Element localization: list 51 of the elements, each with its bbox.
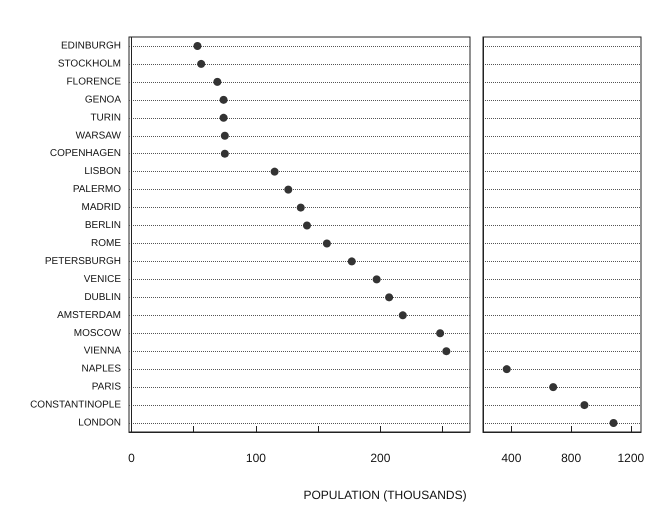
y-tick-label: ROME: [91, 238, 122, 249]
point: [436, 329, 444, 338]
x-tick-label: 200: [370, 451, 391, 465]
y-tick-label: LISBON: [84, 166, 121, 178]
y-tick-label: FLORENCE: [66, 76, 122, 88]
y-tick-label: MADRID: [82, 202, 121, 214]
point: [302, 222, 311, 230]
x-tick-label: 800: [561, 451, 582, 465]
point: [549, 383, 558, 392]
y-tick-label: CONSTANTINOPLE: [30, 400, 122, 411]
y-tick-label: TURIN: [90, 112, 121, 124]
point: [284, 186, 292, 194]
x-tick-label: 1200: [617, 451, 645, 465]
y-tick-label: WARSAW: [76, 130, 122, 142]
point: [502, 365, 511, 374]
y-tick-label: LONDON: [78, 418, 121, 429]
y-tick-label: NAPLES: [82, 364, 122, 375]
y-tick-label: AMSTERDAM: [57, 310, 121, 321]
y-tick-label: PARIS: [92, 382, 122, 393]
point: [193, 42, 202, 50]
point: [348, 257, 356, 266]
point: [197, 60, 206, 68]
y-tick-label: COPENHAGEN: [50, 148, 121, 160]
y-tick-label: BERLIN: [84, 220, 121, 232]
point: [220, 132, 229, 140]
y-tick-label: VIENNA: [84, 346, 122, 357]
x-tick-label: 100: [246, 451, 266, 465]
point: [610, 419, 618, 428]
x-axis-title: POPULATION (THOUSANDS): [302, 488, 468, 502]
point: [270, 168, 279, 176]
point: [220, 96, 228, 104]
point: [296, 204, 305, 212]
point: [442, 347, 450, 356]
y-tick-label: PETERSBURGH: [44, 256, 121, 267]
point: [322, 239, 331, 248]
y-tick-label: EDINBURGH: [60, 40, 121, 52]
y-tick-label: PALERMO: [72, 184, 122, 196]
point: [385, 293, 394, 302]
point: [220, 114, 228, 122]
x-tick-label: 0: [128, 451, 136, 465]
point: [220, 150, 229, 158]
y-tick-label: STOCKHOLM: [58, 58, 121, 70]
point: [580, 401, 588, 410]
x-tick-label: 400: [501, 451, 522, 465]
y-tick-label: VENICE: [84, 274, 122, 285]
y-tick-label: GENOA: [84, 94, 122, 106]
y-tick-label: DUBLIN: [84, 292, 121, 303]
point: [398, 311, 407, 320]
y-tick-label: MOSCOW: [74, 328, 122, 339]
point: [372, 275, 381, 284]
point: [213, 78, 222, 86]
